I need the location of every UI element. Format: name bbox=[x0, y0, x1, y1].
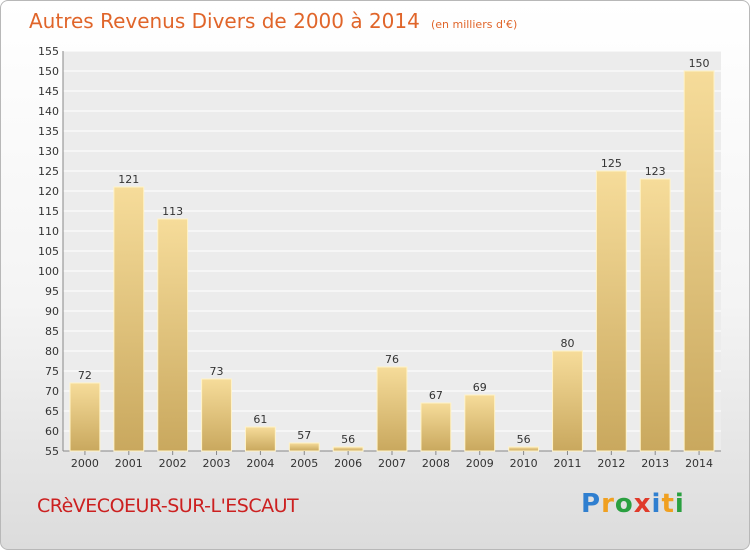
brand-letter: r bbox=[601, 489, 615, 519]
value-label: 56 bbox=[341, 433, 355, 446]
brand-letter: i bbox=[674, 489, 685, 519]
chart-unit: (en milliers d'€) bbox=[430, 18, 518, 31]
bar bbox=[595, 170, 627, 452]
value-label: 57 bbox=[297, 429, 311, 442]
y-tick-label: 80 bbox=[45, 345, 59, 358]
y-tick-label: 60 bbox=[45, 425, 59, 438]
x-tick-label: 2010 bbox=[510, 457, 538, 470]
x-tick-label: 2012 bbox=[597, 457, 625, 470]
x-tick-label: 2002 bbox=[159, 457, 187, 470]
bar bbox=[376, 366, 408, 452]
y-tick-label: 115 bbox=[38, 205, 59, 218]
brand-letter: o bbox=[614, 489, 634, 519]
y-tick-label: 120 bbox=[38, 185, 59, 198]
y-tick-label: 55 bbox=[45, 445, 59, 458]
bar bbox=[552, 350, 583, 452]
x-tick-label: 2013 bbox=[641, 457, 669, 470]
bar bbox=[464, 394, 496, 452]
value-label: 150 bbox=[689, 57, 710, 70]
bar bbox=[508, 446, 540, 452]
brand-letter: i bbox=[651, 489, 662, 519]
x-tick-label: 2005 bbox=[290, 457, 318, 470]
y-tick-label: 140 bbox=[38, 105, 59, 118]
value-label: 76 bbox=[385, 353, 399, 366]
value-label: 61 bbox=[253, 413, 267, 426]
x-tick-label: 2003 bbox=[203, 457, 231, 470]
brand-logo: Proxiti bbox=[581, 489, 685, 519]
bar bbox=[69, 382, 101, 452]
y-tick-label: 90 bbox=[45, 305, 59, 318]
value-label: 56 bbox=[517, 433, 531, 446]
bar bbox=[157, 218, 189, 452]
value-label: 123 bbox=[645, 165, 666, 178]
x-tick-label: 2004 bbox=[246, 457, 274, 470]
bar bbox=[332, 446, 364, 452]
value-label: 72 bbox=[78, 369, 92, 382]
brand-letter: t bbox=[661, 489, 675, 519]
bar bbox=[639, 178, 671, 452]
y-tick-label: 95 bbox=[45, 285, 59, 298]
y-tick-label: 155 bbox=[38, 45, 59, 58]
value-label: 113 bbox=[162, 205, 183, 218]
x-tick-label: 2008 bbox=[422, 457, 450, 470]
bar bbox=[244, 426, 276, 452]
y-tick-label: 125 bbox=[38, 165, 59, 178]
y-tick-label: 135 bbox=[38, 125, 59, 138]
value-label: 67 bbox=[429, 389, 443, 402]
y-tick-label: 110 bbox=[38, 225, 59, 238]
y-tick-label: 85 bbox=[45, 325, 59, 338]
x-tick-label: 2006 bbox=[334, 457, 362, 470]
x-tick-label: 2001 bbox=[115, 457, 143, 470]
bar bbox=[201, 378, 232, 452]
title-row: Autres Revenus Divers de 2000 à 2014 (en… bbox=[29, 9, 517, 33]
value-label: 125 bbox=[601, 157, 622, 170]
value-label: 73 bbox=[210, 365, 224, 378]
y-tick-label: 145 bbox=[38, 85, 59, 98]
x-tick-label: 2014 bbox=[685, 457, 713, 470]
y-tick-label: 150 bbox=[38, 65, 59, 78]
value-label: 121 bbox=[118, 173, 139, 186]
y-tick-label: 100 bbox=[38, 265, 59, 278]
x-tick-label: 2009 bbox=[466, 457, 494, 470]
commune-name: CRèVECOEUR-SUR-L'ESCAUT bbox=[37, 495, 299, 517]
y-tick-label: 105 bbox=[38, 245, 59, 258]
x-tick-label: 2011 bbox=[553, 457, 581, 470]
bar bbox=[288, 442, 320, 452]
y-tick-label: 70 bbox=[45, 385, 59, 398]
brand-letter: x bbox=[633, 489, 652, 519]
y-tick-label: 130 bbox=[38, 145, 59, 158]
y-tick-label: 65 bbox=[45, 405, 59, 418]
value-label: 69 bbox=[473, 381, 487, 394]
brand-letter: P bbox=[581, 489, 602, 519]
bar bbox=[113, 186, 145, 452]
x-tick-label: 2007 bbox=[378, 457, 406, 470]
x-tick-label: 2000 bbox=[71, 457, 99, 470]
value-label: 80 bbox=[560, 337, 574, 350]
bar bbox=[420, 402, 452, 452]
y-tick-label: 75 bbox=[45, 365, 59, 378]
bar bbox=[683, 70, 715, 452]
chart-title: Autres Revenus Divers de 2000 à 2014 bbox=[29, 9, 420, 33]
